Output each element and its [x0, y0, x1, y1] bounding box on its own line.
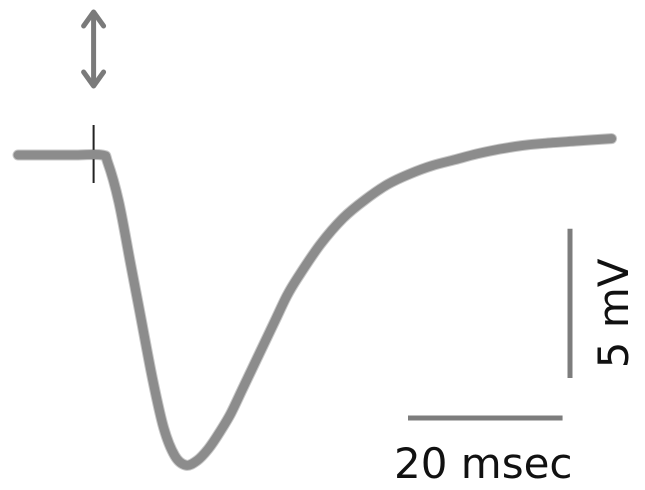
double-headed-arrow-icon: [81, 9, 107, 89]
voltage-scale-label: 5 mV: [589, 258, 638, 368]
voltage-trace-line: [13, 134, 617, 470]
time-scale-label: 20 msec: [394, 439, 573, 488]
